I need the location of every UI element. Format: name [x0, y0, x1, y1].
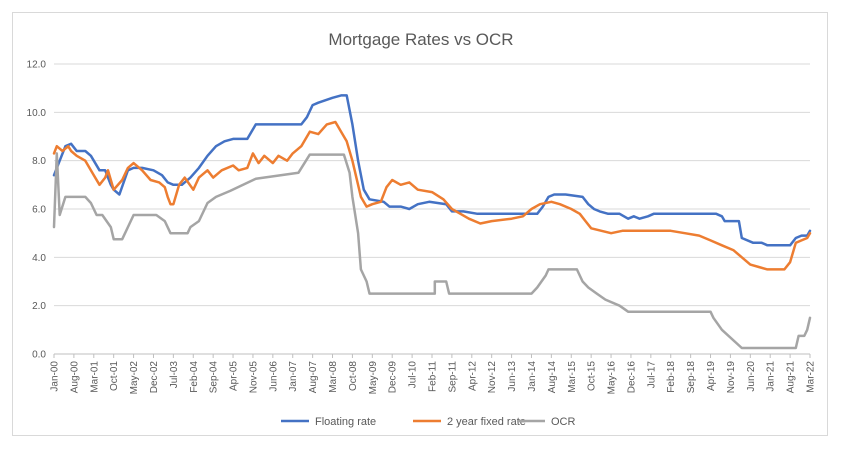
x-tick-label: Dec-02 [149, 361, 160, 394]
x-tick-label: Oct-08 [348, 361, 359, 391]
x-tick-label: Jul-10 [408, 361, 419, 389]
x-tick-label: May-02 [129, 361, 140, 395]
grid-layer [54, 63, 810, 355]
x-tick-label: Aug-14 [547, 361, 558, 394]
series-line-2-year-fixed-rate [52, 120, 812, 271]
x-tick-label: Jun-06 [268, 361, 279, 392]
x-tick-label: Mar-08 [328, 361, 339, 393]
chart-title: Mortgage Rates vs OCR [328, 30, 513, 49]
y-tick-label: 10.0 [27, 108, 47, 119]
x-tick-label: Mar-01 [89, 361, 100, 393]
x-tick-label: Mar-22 [806, 361, 817, 393]
x-axis: Jan-00 Aug-00 Mar-01 Oct-01 May-02 Dec-02 Jul-… [50, 354, 817, 394]
x-tick-label: Mar-15 [567, 361, 578, 393]
x-tick-label: Jun-20 [746, 361, 757, 392]
x-tick-label: Dec-09 [388, 361, 399, 394]
chart-frame: Mortgage Rates vs OCR 0.0 2.0 4.0 6.0 8.0 10.… [12, 12, 828, 436]
x-tick-label: Nov-12 [487, 361, 498, 394]
x-tick-label: Apr-19 [706, 361, 717, 391]
y-axis: 0.0 2.0 4.0 6.0 8.0 10.0 12.0 [27, 60, 47, 361]
x-tick-label: Jan-00 [50, 361, 61, 392]
legend-label: Floating rate [315, 416, 376, 428]
x-tick-label: Dec-16 [626, 361, 637, 394]
y-tick-label: 8.0 [32, 156, 46, 167]
y-tick-label: 2.0 [32, 301, 46, 312]
legend: Floating rate 2 year fixed rate OCR [281, 416, 576, 428]
legend-label: 2 year fixed rate [447, 416, 526, 428]
x-tick-label: Apr-05 [229, 361, 240, 391]
x-tick-label: May-16 [607, 361, 618, 395]
series-layer [52, 94, 812, 350]
y-tick-label: 6.0 [32, 205, 46, 216]
x-tick-label: Jul-03 [169, 361, 180, 389]
x-tick-label: Jul-17 [646, 361, 657, 389]
x-tick-label: Sep-04 [209, 361, 220, 394]
x-tick-label: Sep-18 [686, 361, 697, 394]
x-tick-label: Apr-12 [467, 361, 478, 391]
x-tick-label: Jan-21 [766, 361, 777, 392]
x-tick-label: Jan-07 [288, 361, 299, 392]
y-tick-label: 4.0 [32, 253, 46, 264]
chart-svg: Mortgage Rates vs OCR 0.0 2.0 4.0 6.0 8.0 10.… [27, 30, 817, 428]
series-line-ocr [52, 152, 812, 350]
x-tick-label: Oct-15 [587, 361, 598, 391]
legend-label: OCR [551, 416, 576, 428]
x-tick-label: Aug-21 [786, 361, 797, 394]
x-tick-label: Sep-11 [447, 361, 458, 393]
x-tick-label: Feb-04 [189, 361, 200, 393]
x-tick-label: Oct-01 [109, 361, 120, 391]
x-tick-label: Feb-11 [428, 361, 439, 392]
series-line-floating-rate [52, 94, 812, 247]
x-tick-label: Aug-07 [308, 361, 319, 394]
x-tick-label: May-09 [368, 361, 379, 395]
y-tick-label: 12.0 [27, 60, 47, 71]
x-tick-label: Feb-18 [666, 361, 677, 393]
x-tick-label: Jun-13 [507, 361, 518, 392]
x-tick-label: Aug-00 [69, 361, 80, 394]
x-tick-label: Nov-19 [726, 361, 737, 394]
x-tick-label: Nov-05 [248, 361, 259, 394]
y-tick-label: 0.0 [32, 350, 46, 361]
x-tick-label: Jan-14 [527, 361, 538, 392]
